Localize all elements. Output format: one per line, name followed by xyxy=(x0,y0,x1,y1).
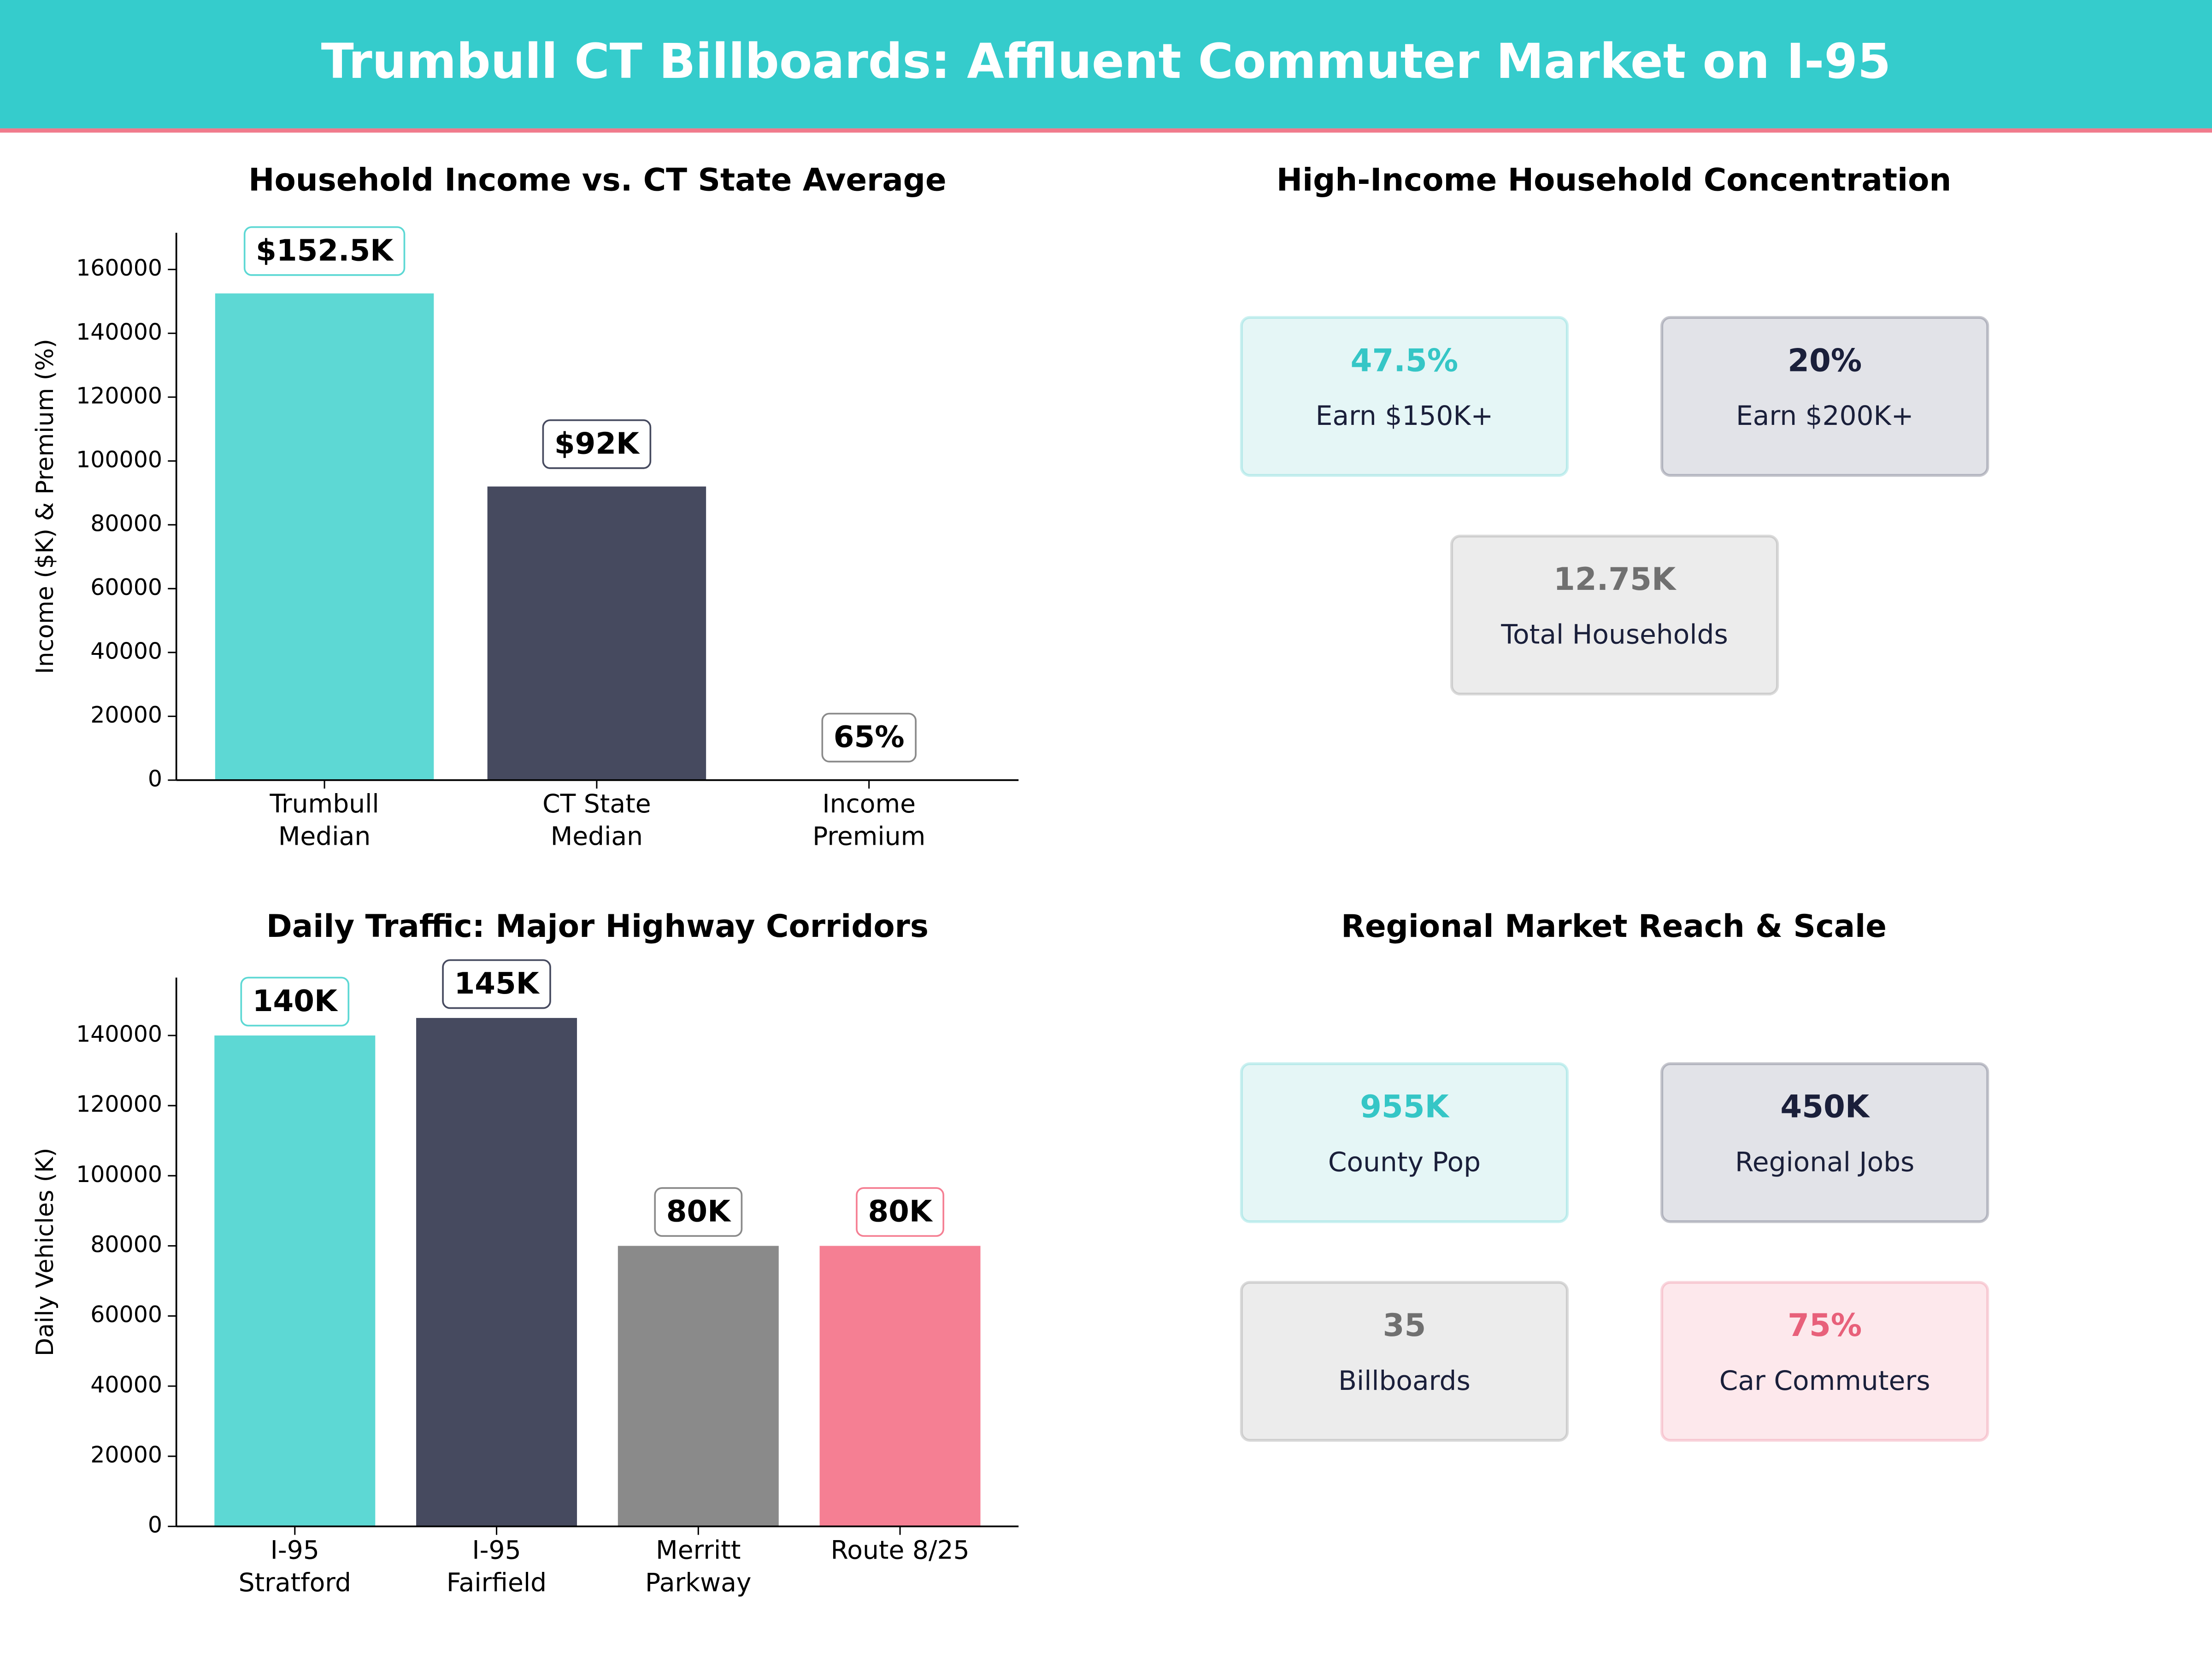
value-label: 140K xyxy=(253,984,338,1018)
x-tick-label: Trumbull Median xyxy=(269,789,379,851)
value-label-box xyxy=(821,712,917,763)
x-tick-label: I-95 Fairfield xyxy=(447,1535,547,1597)
y-tick-label: 140000 xyxy=(76,1021,162,1047)
y-tick-label: 20000 xyxy=(90,1442,162,1468)
y-tick-label: 0 xyxy=(148,765,162,792)
kpi-card xyxy=(1240,1281,1569,1442)
kpi-value: 955K xyxy=(1360,1088,1450,1125)
bar xyxy=(618,1246,779,1527)
y-tick-label: 60000 xyxy=(90,574,162,600)
value-label: 80K xyxy=(666,1194,731,1229)
kpi-label: County Pop xyxy=(1328,1147,1481,1178)
y-tick-label: 20000 xyxy=(90,702,162,728)
kpi-label: Regional Jobs xyxy=(1735,1147,1914,1178)
y-tick-label: 60000 xyxy=(90,1301,162,1328)
value-label-box xyxy=(654,1187,743,1237)
kpi-value: 450K xyxy=(1780,1088,1871,1125)
kpi-card xyxy=(1450,535,1779,696)
kpi-label: Earn $200K+ xyxy=(1736,400,1913,431)
y-axis-label: Income ($K) & Premium (%) xyxy=(31,339,59,674)
value-label: $92K xyxy=(554,426,640,461)
y-tick-label: 140000 xyxy=(76,319,162,345)
kpi-value: 35 xyxy=(1383,1307,1426,1343)
kpi-value: 47.5% xyxy=(1351,342,1459,378)
kpi-label: Billboards xyxy=(1338,1365,1471,1396)
y-tick-label: 40000 xyxy=(90,638,162,664)
page-title: Trumbull CT Billboards: Affluent Commute… xyxy=(321,33,1891,89)
y-tick-label: 120000 xyxy=(76,1091,162,1118)
panel-title: High-Income Household Concentration xyxy=(1277,161,1951,198)
x-tick-label: CT State Median xyxy=(542,789,651,851)
value-label-box xyxy=(856,1187,945,1237)
value-label-box xyxy=(442,959,551,1009)
value-label-box xyxy=(240,977,350,1027)
y-axis-label: Daily Vehicles (K) xyxy=(31,1148,59,1357)
bar xyxy=(215,293,434,780)
y-tick-label: 100000 xyxy=(76,1161,162,1188)
x-tick-label: I-95 Stratford xyxy=(239,1535,351,1597)
x-tick-label: Income Premium xyxy=(812,789,925,851)
kpi-card xyxy=(1240,316,1569,477)
y-tick-label: 160000 xyxy=(76,255,162,281)
y-tick-label: 80000 xyxy=(90,510,162,536)
y-tick-label: 100000 xyxy=(76,447,162,473)
kpi-value: 20% xyxy=(1788,342,1862,378)
bar xyxy=(214,1035,376,1527)
panel-title: Regional Market Reach & Scale xyxy=(1341,908,1887,944)
kpi-card xyxy=(1660,1281,1989,1442)
header-rule xyxy=(0,128,2212,133)
value-label-box xyxy=(542,419,652,469)
kpi-card xyxy=(1660,316,1989,477)
chart-title: Daily Traffic: Major Highway Corridors xyxy=(266,908,929,944)
y-tick-label: 0 xyxy=(148,1512,162,1538)
kpi-label: Car Commuters xyxy=(1719,1365,1930,1396)
chart-title: Household Income vs. CT State Average xyxy=(248,161,947,198)
bar xyxy=(487,486,706,780)
kpi-label: Earn $150K+ xyxy=(1316,400,1493,431)
bar xyxy=(416,1018,577,1527)
header-band xyxy=(0,0,2212,129)
bar xyxy=(819,1246,981,1527)
y-tick-label: 40000 xyxy=(90,1371,162,1398)
kpi-card xyxy=(1660,1062,1989,1224)
kpi-label: Total Households xyxy=(1500,619,1728,650)
value-label: 80K xyxy=(868,1194,933,1229)
x-tick-label: Route 8/25 xyxy=(830,1535,969,1565)
y-tick-label: 120000 xyxy=(76,382,162,409)
kpi-value: 12.75K xyxy=(1553,561,1677,597)
kpi-card xyxy=(1240,1062,1569,1224)
value-label: 145K xyxy=(454,966,540,1001)
x-tick-label: Merritt Parkway xyxy=(645,1535,752,1597)
kpi-value: 75% xyxy=(1788,1307,1862,1343)
value-label: 65% xyxy=(834,720,905,754)
value-label: $152.5K xyxy=(256,233,394,268)
value-label-box xyxy=(243,226,406,276)
y-tick-label: 80000 xyxy=(90,1231,162,1258)
